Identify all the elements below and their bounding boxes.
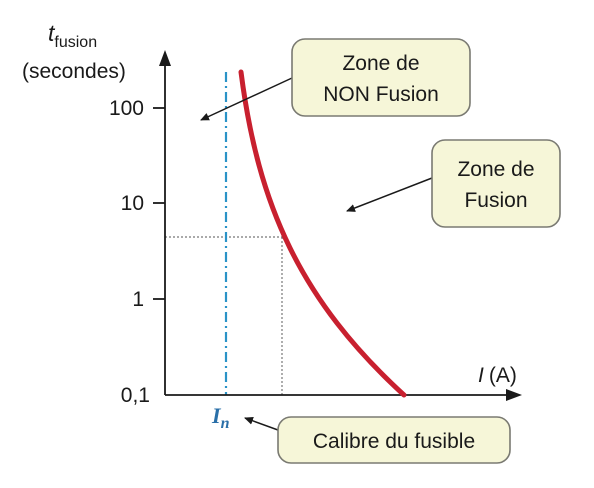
x-axis — [165, 389, 522, 401]
fusion-line-1: Zone de — [457, 158, 534, 181]
x-axis-title-var: I — [478, 364, 484, 387]
in-label-sub: n — [221, 415, 230, 432]
y-axis-title: tfusion — [48, 20, 97, 51]
non-fusion-line-1: Zone de — [342, 52, 419, 75]
x-axis-title: I (A) — [478, 364, 517, 387]
non-fusion-line-2: NON Fusion — [323, 83, 439, 106]
in-label-var: I — [211, 403, 222, 428]
y-axis-title-sub: fusion — [54, 34, 97, 51]
fusion-zone-box: Zone de Fusion — [431, 139, 561, 228]
in-label: In — [211, 403, 230, 432]
y-tick-label: 1 — [132, 288, 144, 311]
y-tick-1: 1 — [132, 288, 165, 311]
y-tick-label: 100 — [109, 97, 144, 120]
fusion-line-2: Fusion — [464, 189, 527, 212]
non-fusion-arrow — [200, 77, 293, 121]
y-axis-unit: (secondes) — [22, 60, 126, 83]
y-axis — [159, 50, 171, 395]
y-tick-10: 10 — [121, 192, 165, 215]
y-tick-label: 0,1 — [121, 384, 150, 407]
fuse-curve — [238, 69, 407, 398]
calibre-text: Calibre du fusible — [313, 430, 475, 453]
y-tick-100: 100 — [109, 97, 165, 120]
fusion-arrow — [346, 177, 433, 212]
calibre-box: Calibre du fusible — [277, 416, 511, 464]
x-axis-title-unit: (A) — [489, 364, 517, 387]
non-fusion-zone-box: Zone de NON Fusion — [291, 38, 471, 117]
y-axis-title-var: t — [48, 20, 56, 46]
y-tick-label: 10 — [121, 192, 144, 215]
